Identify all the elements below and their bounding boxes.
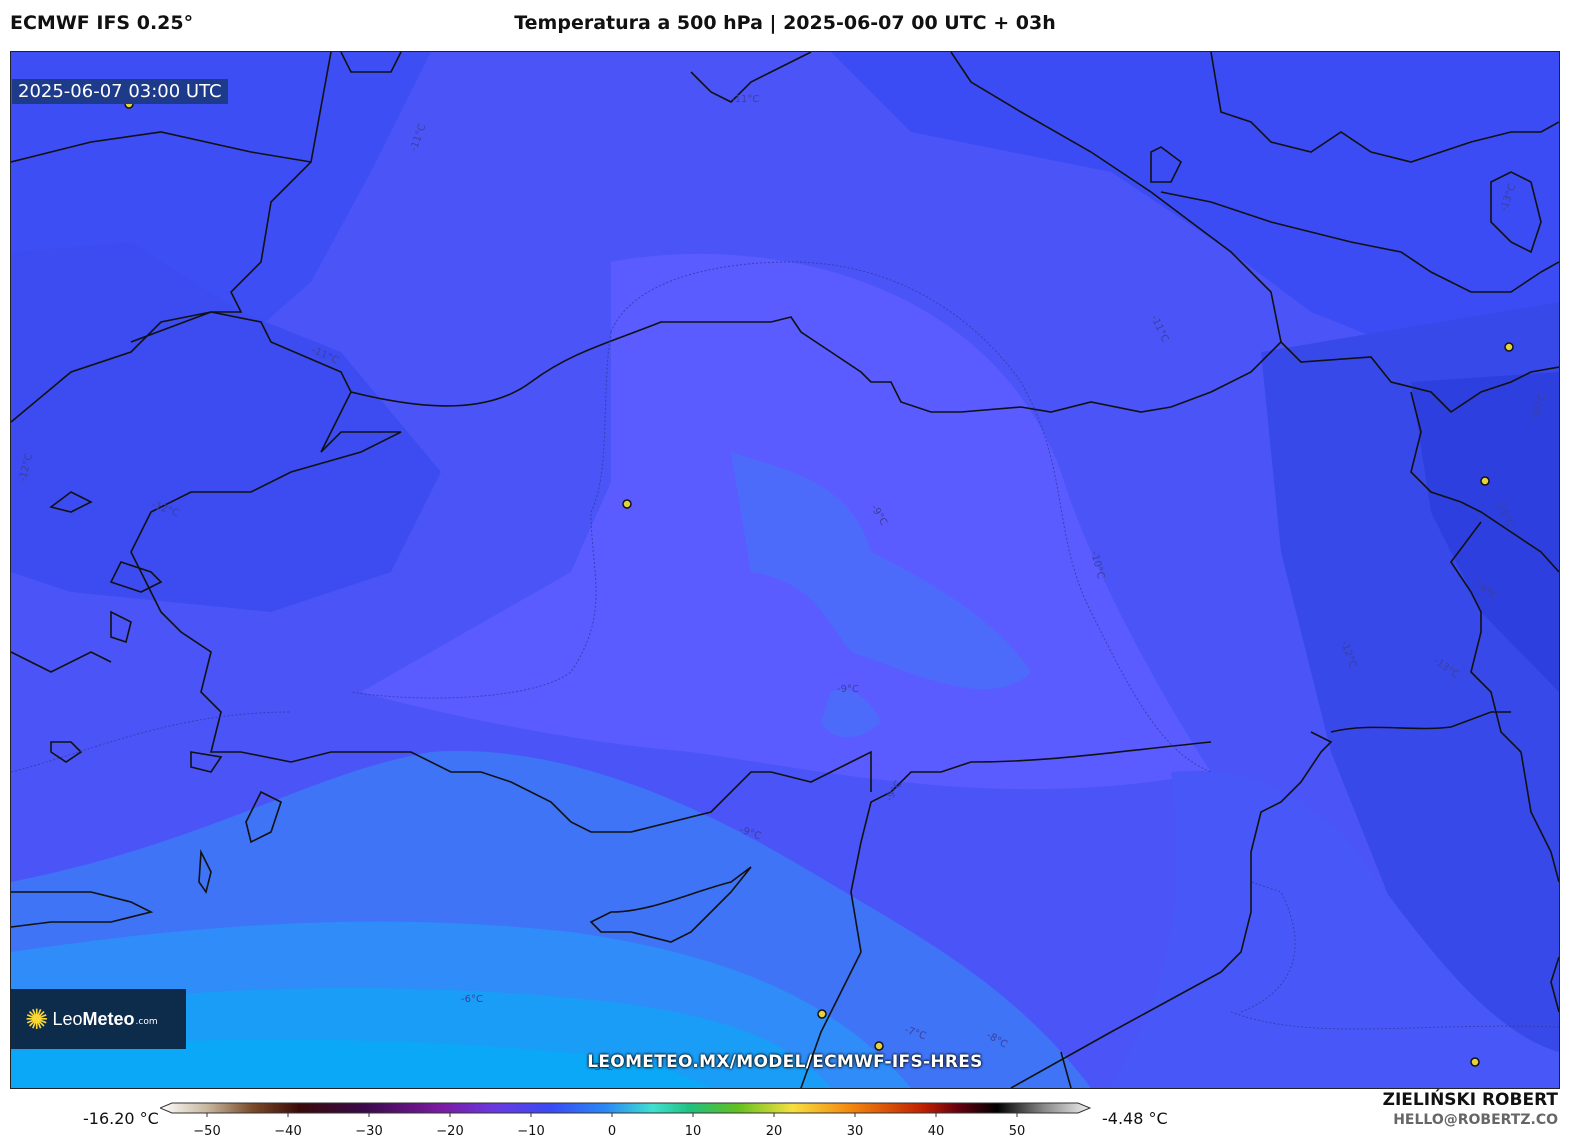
colorbar-max-label: -4.48 °C [1102, 1109, 1168, 1128]
sun-icon: ✺ [25, 1002, 49, 1036]
author-credit: ZIELIŃSKI ROBERT [1382, 1090, 1558, 1110]
model-name: ECMWF IFS 0.25° [10, 12, 194, 34]
leometeo-logo[interactable]: ✺ LeoMeteo .com [11, 989, 186, 1049]
colorbar-tick-label: 10 [685, 1124, 702, 1139]
colorbar-tick-label: −20 [436, 1124, 463, 1139]
map-canvas: -11°C -11°C -11°C -12°C -12°C -11°C -9°C… [11, 52, 1559, 1088]
author-email[interactable]: HELLO@ROBERTZ.CO [1393, 1112, 1558, 1128]
colorbar-tick-label: 30 [847, 1124, 864, 1139]
contour-label: -6°C [461, 994, 483, 1005]
contour-label: -11°C [731, 94, 759, 105]
colorbar-tick-label: −10 [517, 1124, 544, 1139]
temperature-map[interactable]: -11°C -11°C -11°C -12°C -12°C -11°C -9°C… [10, 51, 1560, 1089]
logo-name-bold: Meteo [82, 1008, 135, 1029]
colorbar-tick-label: 20 [766, 1124, 783, 1139]
logo-name-light: Leo [52, 1008, 83, 1029]
colorbar-min-label: -16.20 °C [83, 1109, 159, 1128]
map-title: Temperatura a 500 hPa | 2025-06-07 00 UT… [514, 12, 1056, 34]
colorbar-tick-label: −50 [193, 1124, 220, 1139]
valid-time-label: 2025-06-07 03:00 UTC [12, 79, 228, 104]
colorbar-tick-label: 40 [928, 1124, 945, 1139]
colorbar-tick-label: 0 [608, 1124, 616, 1139]
contour-label: -5°C [591, 1062, 613, 1073]
colorbar-tick-label: −40 [274, 1124, 301, 1139]
colorbar: −50 −40 −30 −20 −10 0 10 20 30 40 50 [160, 1102, 1092, 1139]
logo-suffix: .com [135, 1017, 158, 1027]
contour-label: -9°C [837, 684, 859, 695]
colorbar-tick-label: 50 [1009, 1124, 1026, 1139]
watermark-url: LEOMETEO.MX/MODEL/ECMWF-IFS-HRES [587, 1052, 983, 1072]
colorbar-tick-label: −30 [355, 1124, 382, 1139]
